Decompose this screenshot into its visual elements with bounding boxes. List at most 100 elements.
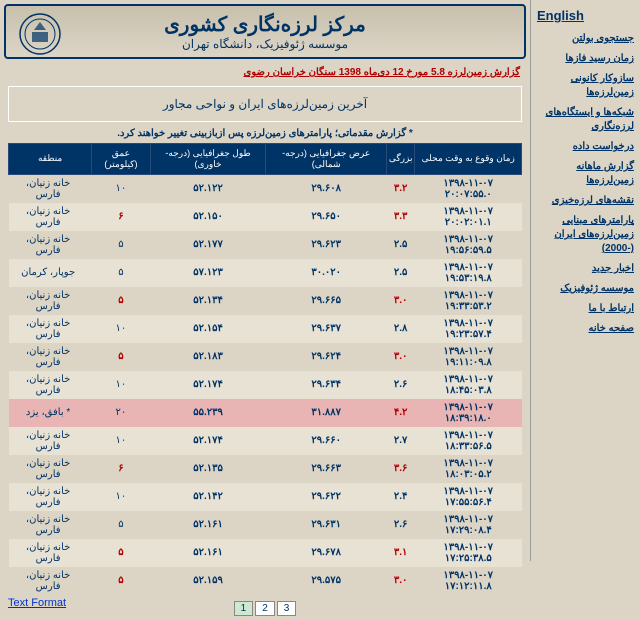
university-logo-icon: [18, 12, 62, 56]
table-cell: ۱۳۹۸-۱۱-۰۷ ۱۷:۲۵:۳۸.۵: [415, 539, 522, 567]
table-cell: ۱۳۹۸-۱۱-۰۷ ۱۹:۳۳:۵۳.۲: [415, 287, 522, 315]
table-cell: ۲.۷: [386, 427, 415, 455]
table-cell: ۲۹.۶۶۵: [266, 287, 386, 315]
table-row[interactable]: ۱۳۹۸-۱۱-۰۷ ۱۷:۲۵:۳۸.۵۳.۱۲۹.۶۷۸۵۲.۱۶۱۵خان…: [9, 539, 522, 567]
table-row[interactable]: ۱۳۹۸-۱۱-۰۷ ۱۹:۳۳:۵۳.۲۳.۰۲۹.۶۶۵۵۲.۱۳۴۵خان…: [9, 287, 522, 315]
table-row[interactable]: ۱۳۹۸-۱۱-۰۷ ۱۸:۳۳:۵۶.۵۲.۷۲۹.۶۶۰۵۲.۱۷۴۱۰خا…: [9, 427, 522, 455]
table-row[interactable]: ۱۳۹۸-۱۱-۰۷ ۱۹:۵۶:۵۹.۵۲.۵۲۹.۶۲۳۵۲.۱۷۷۵خان…: [9, 231, 522, 259]
sidebar-item-5[interactable]: گزارش ماهانه زمین‌لرزه‌ها: [537, 157, 634, 191]
table-cell: ۲.۶: [386, 511, 415, 539]
table-cell: ۳.۱: [386, 539, 415, 567]
table-row[interactable]: ۱۳۹۸-۱۱-۰۷ ۱۷:۵۵:۵۶.۴۲.۴۲۹.۶۲۲۵۲.۱۴۲۱۰خا…: [9, 483, 522, 511]
table-cell: خانه زنیان، فارس: [9, 539, 92, 567]
sidebar-item-8[interactable]: اخبار جدید: [537, 259, 634, 279]
table-cell: ۲۹.۶۷۸: [266, 539, 386, 567]
text-format-link[interactable]: Text Format: [8, 597, 66, 609]
preliminary-note: * گزارش مقدماتی؛ پارامترهای زمین‌لرزه پس…: [0, 126, 530, 141]
table-cell: ۵: [92, 343, 150, 371]
table-cell: خانه زنیان، فارس: [9, 567, 92, 595]
table-cell: ۵۲.۱۶۱: [150, 539, 266, 567]
footer: 123: [0, 597, 530, 620]
table-cell: خانه زنیان، فارس: [9, 203, 92, 231]
table-cell: ۲۹.۶۶۳: [266, 455, 386, 483]
table-cell: ۱۳۹۸-۱۱-۰۷ ۱۹:۱۱:۰۹.۸: [415, 343, 522, 371]
table-cell: ۲۹.۶۳۷: [266, 315, 386, 343]
table-cell: ۱۰: [92, 371, 150, 399]
sidebar-item-9[interactable]: موسسه ژئوفیزیک: [537, 279, 634, 299]
table-cell: ۳.۶: [386, 455, 415, 483]
col-header-5: منطقه: [9, 144, 92, 175]
table-cell: ۱۳۹۸-۱۱-۰۷ ۱۸:۰۳:۰۵.۲: [415, 455, 522, 483]
table-cell: خانه زنیان، فارس: [9, 427, 92, 455]
table-cell: ۲۹.۶۵۰: [266, 203, 386, 231]
sidebar-item-1[interactable]: زمان رسید فازها: [537, 49, 634, 69]
table-cell: خانه زنیان، فارس: [9, 174, 92, 203]
english-link[interactable]: English: [537, 8, 634, 23]
header: مرکز لرزه‌نگاری کشوری موسسه ژئوفیزیک، دا…: [4, 4, 526, 59]
table-cell: ۲۹.۶۲۲: [266, 483, 386, 511]
table-cell: ۵: [92, 259, 150, 287]
table-row[interactable]: ۱۳۹۸-۱۱-۰۷ ۱۸:۳۹:۱۸.۰۴.۲۳۱.۸۸۷۵۵.۲۳۹۲۰با…: [9, 399, 522, 427]
table-cell: ۵۲.۱۳۵: [150, 455, 266, 483]
table-cell: خانه زنیان، فارس: [9, 315, 92, 343]
table-cell: ۴.۲: [386, 399, 415, 427]
sidebar-item-10[interactable]: ارتباط با ما: [537, 299, 634, 319]
table-cell: ۵: [92, 231, 150, 259]
table-cell: ۲.۴: [386, 483, 415, 511]
sidebar-item-2[interactable]: سازوکار کانونی زمین‌لرزه‌ها: [537, 69, 634, 103]
table-cell: خانه زنیان، فارس: [9, 371, 92, 399]
table-cell: ۲.۵: [386, 231, 415, 259]
table-cell: ۱۳۹۸-۱۱-۰۷ ۲۰:۰۲:۰۱.۱: [415, 203, 522, 231]
alert-link[interactable]: گزارش زمین‌لرزه 5.8 مورخ 12 دی‌ماه 1398 …: [0, 63, 530, 82]
table-cell: ۱۳۹۸-۱۱-۰۷ ۱۸:۳۳:۵۶.۵: [415, 427, 522, 455]
table-row[interactable]: ۱۳۹۸-۱۱-۰۷ ۱۹:۲۳:۵۷.۴۲.۸۲۹.۶۳۷۵۲.۱۵۴۱۰خا…: [9, 315, 522, 343]
table-row[interactable]: ۱۳۹۸-۱۱-۰۷ ۱۷:۲۹:۰۸.۴۲.۶۲۹.۶۳۱۵۲.۱۶۱۵خان…: [9, 511, 522, 539]
page-3[interactable]: 3: [277, 601, 297, 616]
table-cell: ۱۳۹۸-۱۱-۰۷ ۱۷:۵۵:۵۶.۴: [415, 483, 522, 511]
sidebar-item-0[interactable]: جستجوی بولتن: [537, 29, 634, 49]
table-cell: ۲۰: [92, 399, 150, 427]
table-cell: ۱۳۹۸-۱۱-۰۷ ۱۸:۳۹:۱۸.۰: [415, 399, 522, 427]
earthquake-table: زمان وقوع به وقت محلیبزرگیعرض جغرافیایی …: [8, 143, 522, 595]
table-row[interactable]: ۱۳۹۸-۱۱-۰۷ ۲۰:۰۲:۰۱.۱۳.۳۲۹.۶۵۰۵۲.۱۵۰۶خان…: [9, 203, 522, 231]
table-cell: ۳.۲: [386, 174, 415, 203]
table-cell: ۵: [92, 287, 150, 315]
table-cell: ۳۱.۸۸۷: [266, 399, 386, 427]
table-row[interactable]: ۱۳۹۸-۱۱-۰۷ ۱۸:۰۳:۰۵.۲۳.۶۲۹.۶۶۳۵۲.۱۳۵۶خان…: [9, 455, 522, 483]
col-header-2: عرض جغرافیایی (درجه-شمالی): [266, 144, 386, 175]
table-cell: ۵۲.۱۵۰: [150, 203, 266, 231]
table-cell: ۵۷.۱۲۳: [150, 259, 266, 287]
table-cell: خانه زنیان، فارس: [9, 511, 92, 539]
table-cell: ۳۰.۰۲۰: [266, 259, 386, 287]
table-cell: بافق، یزد *: [9, 399, 92, 427]
table-cell: ۱۰: [92, 427, 150, 455]
table-row[interactable]: ۱۳۹۸-۱۱-۰۷ ۲۰:۰۷:۵۵.۰۳.۲۲۹.۶۰۸۵۲.۱۲۲۱۰خا…: [9, 174, 522, 203]
table-cell: ۱۳۹۸-۱۱-۰۷ ۱۹:۲۳:۵۷.۴: [415, 315, 522, 343]
sidebar-item-4[interactable]: درخواست داده: [537, 137, 634, 157]
table-cell: ۲۹.۶۰۸: [266, 174, 386, 203]
page-2[interactable]: 2: [255, 601, 275, 616]
table-cell: ۵: [92, 539, 150, 567]
table-row[interactable]: ۱۳۹۸-۱۱-۰۷ ۱۷:۱۲:۱۱.۸۳.۰۲۹.۵۷۵۵۲.۱۵۹۵خان…: [9, 567, 522, 595]
sidebar-item-6[interactable]: نقشه‌های لرزه‌خیزی: [537, 191, 634, 211]
table-cell: ۱۳۹۸-۱۱-۰۷ ۱۹:۵۳:۱۹.۸: [415, 259, 522, 287]
sidebar-item-11[interactable]: صفحه خانه: [537, 319, 634, 339]
table-cell: ۵: [92, 511, 150, 539]
table-cell: ۶: [92, 203, 150, 231]
table-cell: خانه زنیان، فارس: [9, 455, 92, 483]
table-cell: ۱۳۹۸-۱۱-۰۷ ۱۹:۵۶:۵۹.۵: [415, 231, 522, 259]
table-cell: خانه زنیان، فارس: [9, 343, 92, 371]
page-1[interactable]: 1: [234, 601, 254, 616]
table-cell: ۵۵.۲۳۹: [150, 399, 266, 427]
table-title: آخرین زمین‌لرزه‌های ایران و نواحی مجاور: [8, 86, 522, 122]
sidebar-item-3[interactable]: شبکه‌ها و ایستگاه‌های لرزه‌نگاری: [537, 103, 634, 137]
table-row[interactable]: ۱۳۹۸-۱۱-۰۷ ۱۸:۴۵:۰۳.۸۲.۶۲۹.۶۳۴۵۲.۱۷۴۱۰خا…: [9, 371, 522, 399]
site-subtitle: موسسه ژئوفیزیک، دانشگاه تهران: [164, 37, 366, 51]
table-cell: ۱۳۹۸-۱۱-۰۷ ۱۷:۱۲:۱۱.۸: [415, 567, 522, 595]
table-row[interactable]: ۱۳۹۸-۱۱-۰۷ ۱۹:۵۳:۱۹.۸۲.۵۳۰.۰۲۰۵۷.۱۲۳۵جوپ…: [9, 259, 522, 287]
sidebar-item-7[interactable]: پارامترهای مبنایی زمین‌لرزه‌های ایران (-…: [537, 211, 634, 259]
table-row[interactable]: ۱۳۹۸-۱۱-۰۷ ۱۹:۱۱:۰۹.۸۳.۰۲۹.۶۲۴۵۲.۱۸۳۵خان…: [9, 343, 522, 371]
site-title: مرکز لرزه‌نگاری کشوری: [164, 12, 366, 37]
table-cell: ۲۹.۶۳۱: [266, 511, 386, 539]
table-cell: ۵۲.۱۳۴: [150, 287, 266, 315]
